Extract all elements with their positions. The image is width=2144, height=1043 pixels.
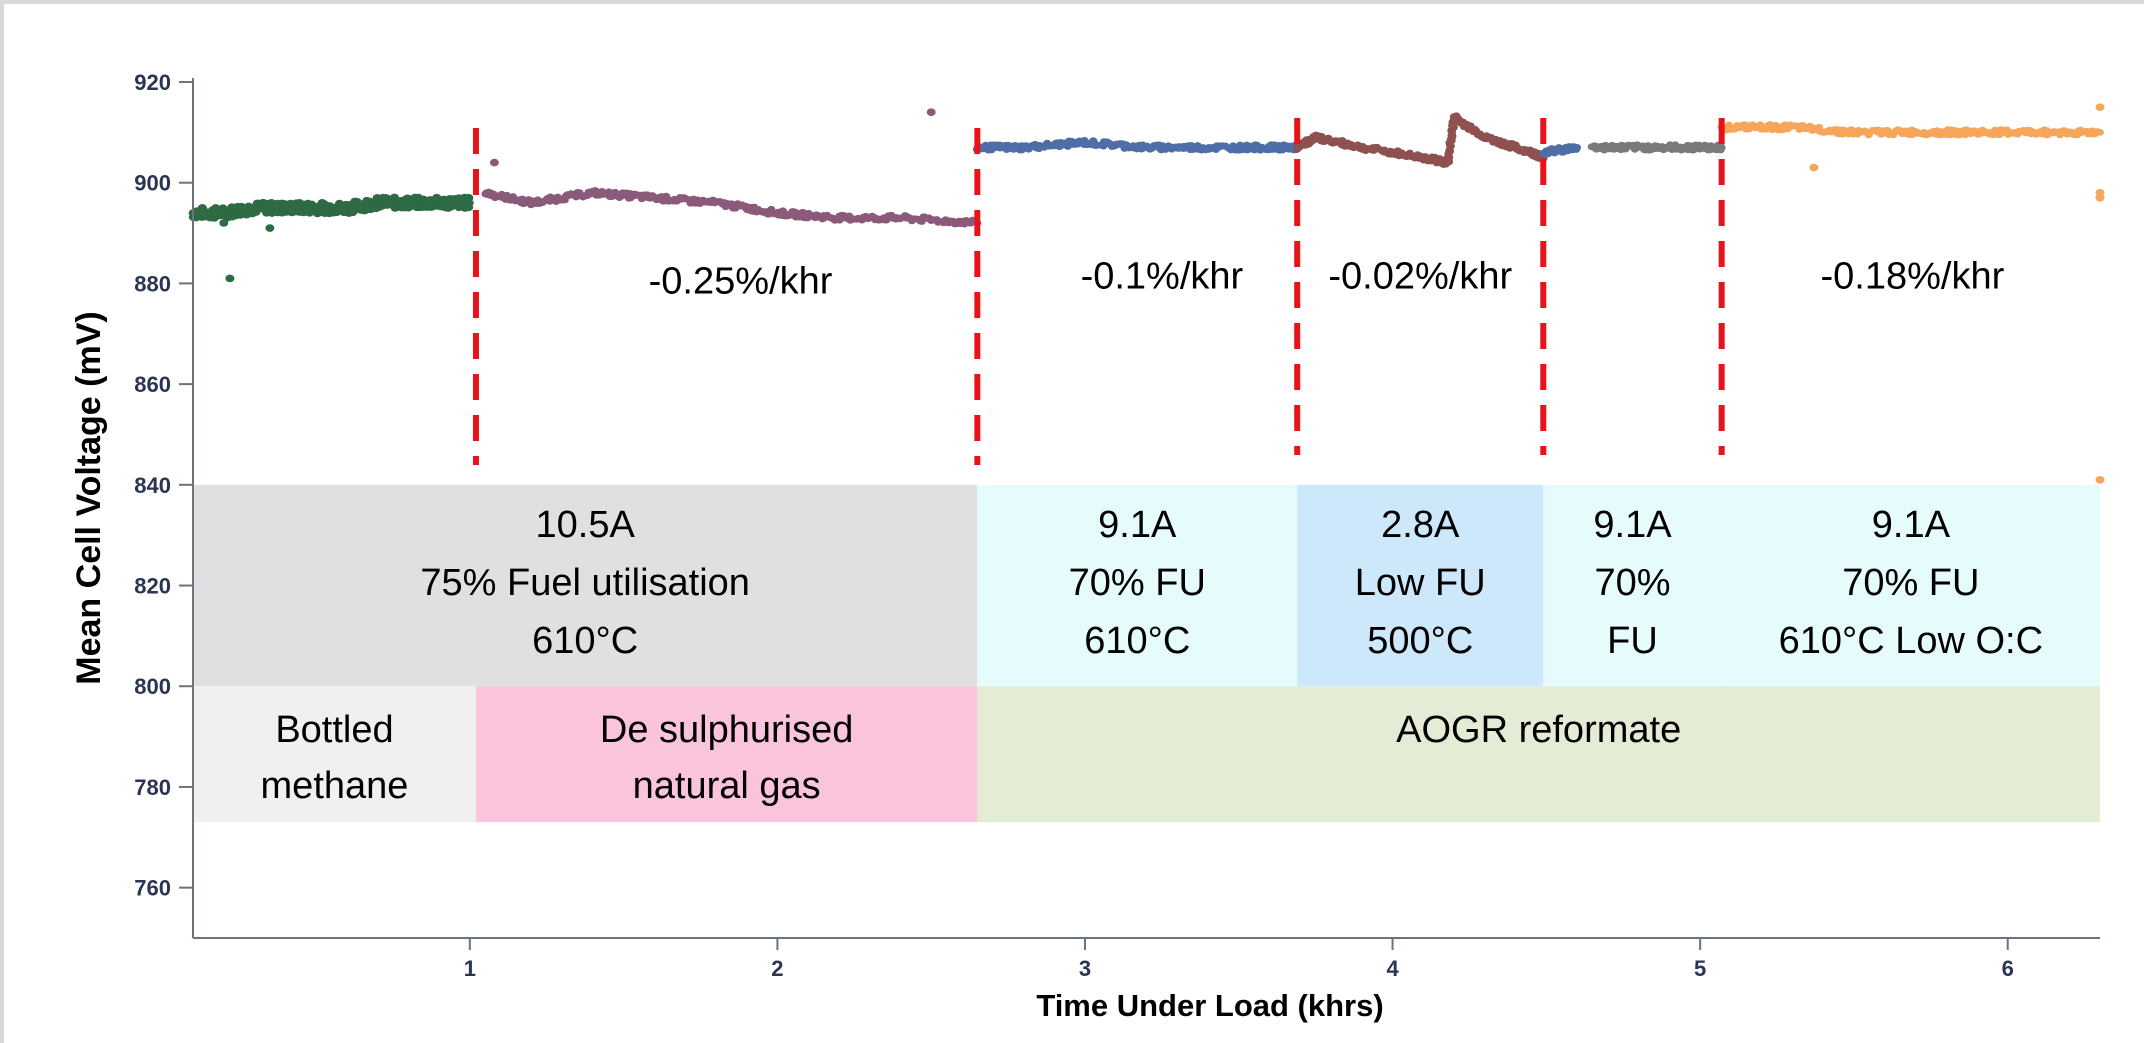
y-tick-label-860: 860 xyxy=(134,372,171,397)
series-5 xyxy=(1587,141,1726,154)
x-tick-label-5: 5 xyxy=(1694,956,1706,981)
axes-layer: 760 780 800 820 840 860 880 900 920 1 2 3 4 5 6 xyxy=(134,70,2100,981)
series-6-outlier-0 xyxy=(1809,163,1819,172)
rate-annotation-0: -0.25%/khr xyxy=(649,260,833,302)
rate-annotation-3: -0.18%/khr xyxy=(1821,255,2005,297)
series-6-outlier-1 xyxy=(2095,103,2105,111)
series-0 xyxy=(188,193,474,283)
x-tick-label-4: 4 xyxy=(1386,956,1399,981)
condition-band-4-line-1: 70% FU xyxy=(1842,562,1979,604)
series-0-point xyxy=(465,199,474,207)
condition-band-1-line-1: 70% FU xyxy=(1069,562,1206,604)
series-0-outlier-2 xyxy=(265,224,275,232)
condition-band-4 xyxy=(1721,484,2100,687)
y-axis-title: Mean Cell Voltage (mV) xyxy=(70,311,108,684)
y-tick-label-880: 880 xyxy=(134,271,171,296)
text-layer: 10.5A 75% Fuel utilisation 610°C 9.1A 70% FU… xyxy=(70,255,2043,1023)
series-6-point xyxy=(2096,128,2104,136)
fuel-band-1-line-1: natural gas xyxy=(633,765,821,807)
series-0-outlier-0 xyxy=(225,274,235,283)
x-tick-label-3: 3 xyxy=(1079,956,1091,981)
condition-band-3-line-1: 70% xyxy=(1594,562,1670,604)
y-tick-label-780: 780 xyxy=(134,775,171,800)
fuel-band-0-line-0: Bottled xyxy=(275,709,393,751)
y-tick-label-840: 840 xyxy=(134,473,171,498)
boundary-layer xyxy=(472,118,1725,465)
condition-band-0-line-0: 10.5A xyxy=(536,504,636,546)
series-6-outlier-4 xyxy=(2095,475,2105,484)
condition-band-1 xyxy=(977,484,1298,687)
x-tick-label-6: 6 xyxy=(2002,956,2014,981)
condition-band-2-line-0: 2.8A xyxy=(1381,504,1460,546)
condition-band-4-line-0: 9.1A xyxy=(1872,504,1951,546)
series-6 xyxy=(1717,103,2105,484)
fuel-band-0-line-1: methane xyxy=(261,765,409,807)
x-tick-label-2: 2 xyxy=(771,956,783,981)
fuel-band-1-line-0: De sulphurised xyxy=(600,709,853,751)
fuel-band-2-line-0: AOGR reformate xyxy=(1396,709,1681,751)
condition-band-3-line-0: 9.1A xyxy=(1593,504,1672,546)
series-4 xyxy=(1539,143,1582,158)
series-1-outlier-1 xyxy=(926,108,936,117)
series-6-outlier-3 xyxy=(2095,194,2105,202)
y-tick-label-920: 920 xyxy=(134,70,171,95)
series-3 xyxy=(1293,112,1548,168)
condition-band-2-line-1: Low FU xyxy=(1355,562,1486,604)
y-tick-label-820: 820 xyxy=(134,574,171,599)
series-0-outlier-1 xyxy=(219,219,229,227)
bands-layer xyxy=(193,484,2101,823)
condition-band-0 xyxy=(193,484,978,687)
rate-annotation-1: -0.1%/khr xyxy=(1081,255,1244,297)
condition-band-3 xyxy=(1543,484,1722,687)
y-tick-label-760: 760 xyxy=(134,876,171,901)
rate-annotation-2: -0.02%/khr xyxy=(1328,255,1512,297)
y-tick-label-900: 900 xyxy=(134,171,171,196)
condition-band-2-line-2: 500°C xyxy=(1367,620,1473,662)
condition-band-4-line-2: 610°C Low O:C xyxy=(1779,620,2043,662)
condition-band-3-line-2: FU xyxy=(1607,620,1658,662)
series-2 xyxy=(972,137,1302,154)
fuel-band-2 xyxy=(977,686,2101,823)
condition-band-1-line-0: 9.1A xyxy=(1098,504,1177,546)
series-1-outlier-0 xyxy=(489,158,499,167)
x-axis-title: Time Under Load (khrs) xyxy=(1036,988,1383,1023)
y-tick-label-800: 800 xyxy=(134,674,171,699)
condition-band-0-line-2: 610°C xyxy=(532,620,638,662)
fuel-band-1 xyxy=(475,686,978,823)
x-tick-label-1: 1 xyxy=(464,956,476,981)
condition-band-2 xyxy=(1297,484,1544,687)
series-1 xyxy=(481,108,982,228)
series-4-point xyxy=(1573,144,1582,151)
series-5-point xyxy=(1717,144,1726,151)
data-layer xyxy=(188,103,2105,484)
condition-band-0-line-1: 75% Fuel utilisation xyxy=(420,562,750,604)
fuel-band-0 xyxy=(193,686,476,823)
condition-band-1-line-2: 610°C xyxy=(1084,620,1190,662)
